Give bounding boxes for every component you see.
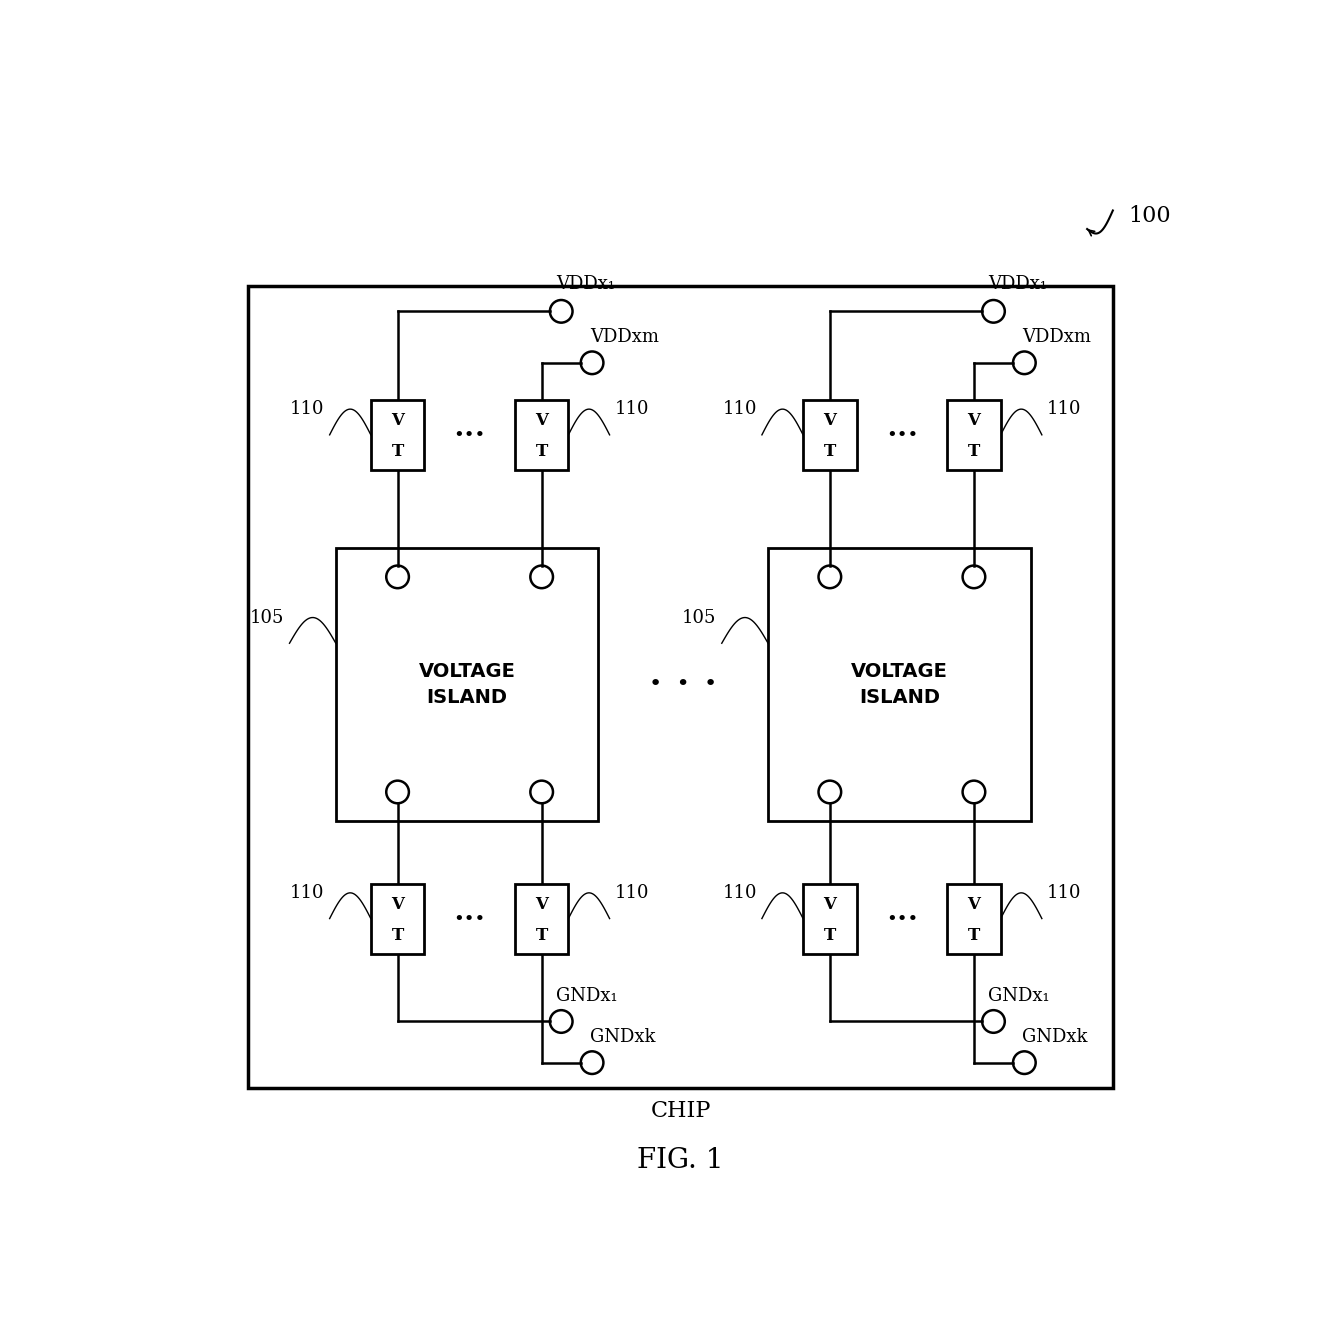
Text: 110: 110 (615, 401, 649, 418)
Text: V: V (392, 895, 404, 913)
Text: T: T (968, 926, 980, 943)
Text: VOLTAGE
ISLAND: VOLTAGE ISLAND (851, 662, 948, 708)
Bar (336, 548, 598, 821)
Text: V: V (968, 411, 980, 429)
Text: •••: ••• (453, 910, 486, 927)
Bar (515, 399, 568, 470)
Text: V: V (535, 895, 548, 913)
Text: 110: 110 (290, 884, 324, 902)
Text: V: V (535, 411, 548, 429)
Bar (371, 399, 425, 470)
Text: V: V (823, 411, 837, 429)
Text: 100: 100 (1129, 205, 1171, 226)
Text: GNDxk: GNDxk (1023, 1028, 1088, 1047)
Text: T: T (392, 926, 404, 943)
Text: VDDxm: VDDxm (590, 328, 659, 346)
Text: 110: 110 (722, 401, 757, 418)
Bar (371, 883, 425, 954)
Bar (947, 399, 1001, 470)
Text: T: T (823, 926, 835, 943)
Text: VDDxm: VDDxm (1023, 328, 1092, 346)
Text: 110: 110 (615, 884, 649, 902)
Text: V: V (823, 895, 837, 913)
Text: V: V (392, 411, 404, 429)
Text: •  •  •: • • • (649, 674, 717, 694)
Bar (947, 883, 1001, 954)
Bar (803, 399, 857, 470)
Text: GNDxk: GNDxk (590, 1028, 656, 1047)
Bar (803, 883, 857, 954)
Text: 105: 105 (250, 608, 284, 627)
Bar (515, 883, 568, 954)
Text: VDDx₁: VDDx₁ (988, 275, 1048, 292)
Text: •••: ••• (886, 910, 918, 927)
Text: FIG. 1: FIG. 1 (637, 1147, 724, 1174)
Text: 110: 110 (1046, 884, 1081, 902)
Text: •••: ••• (453, 426, 486, 444)
Text: V: V (968, 895, 980, 913)
Text: VDDx₁: VDDx₁ (556, 275, 615, 292)
Text: VOLTAGE
ISLAND: VOLTAGE ISLAND (418, 662, 515, 708)
Text: 110: 110 (1046, 401, 1081, 418)
Text: GNDx₁: GNDx₁ (988, 986, 1050, 1005)
Text: T: T (968, 442, 980, 460)
Text: GNDx₁: GNDx₁ (556, 986, 618, 1005)
Text: 110: 110 (290, 401, 324, 418)
Bar (768, 548, 1031, 821)
Text: T: T (392, 442, 404, 460)
Text: T: T (535, 926, 547, 943)
Text: •••: ••• (886, 426, 918, 444)
Text: T: T (535, 442, 547, 460)
Text: T: T (823, 442, 835, 460)
Text: CHIP: CHIP (651, 1100, 710, 1122)
Bar (248, 285, 1113, 1088)
Text: 110: 110 (722, 884, 757, 902)
Text: 105: 105 (683, 608, 717, 627)
